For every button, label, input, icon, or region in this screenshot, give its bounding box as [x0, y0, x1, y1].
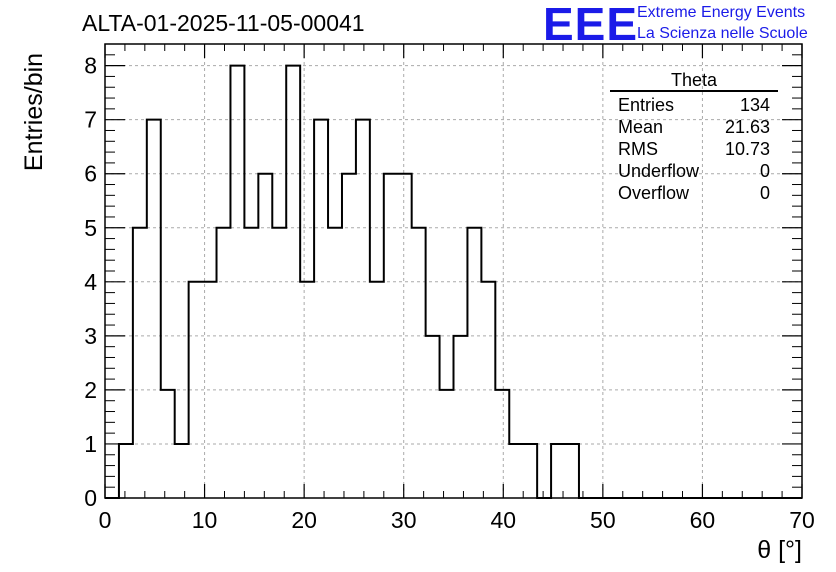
stat-row-overflow: Overflow 0	[610, 182, 778, 204]
x-tick-label: 0	[99, 507, 112, 533]
x-tick-label: 60	[690, 507, 716, 533]
stats-box: Theta Entries 134 Mean 21.63 RMS 10.73 U…	[610, 70, 778, 204]
y-tick-label: 2	[84, 377, 97, 403]
eee-logo: EEE	[543, 0, 639, 50]
y-tick-label: 6	[84, 161, 97, 187]
x-tick-label: 70	[789, 507, 815, 533]
stat-value: 10.73	[724, 139, 770, 159]
y-tick-label: 8	[84, 53, 97, 79]
stat-row-mean: Mean 21.63	[610, 116, 778, 138]
x-tick-label: 20	[291, 507, 317, 533]
stat-row-underflow: Underflow 0	[610, 160, 778, 182]
y-tick-label: 7	[84, 107, 97, 133]
stat-row-entries: Entries 134	[610, 94, 778, 116]
chart-title: ALTA-01-2025-11-05-00041	[82, 10, 365, 36]
tick-labels: 0 10 20 30 40 50 60 70 0 1 2 3 4 5 6 7 8	[84, 53, 815, 533]
stat-label: RMS	[618, 139, 658, 159]
stat-value: 21.63	[724, 117, 770, 137]
y-tick-label: 3	[84, 323, 97, 349]
logo-subtitle-1: Extreme Energy Events	[637, 4, 806, 21]
y-tick-label: 4	[84, 269, 97, 295]
y-tick-label: 0	[84, 485, 97, 511]
stat-value: 0	[759, 183, 770, 203]
stat-label: Entries	[618, 95, 675, 115]
stat-row-rms: RMS 10.73	[610, 138, 778, 160]
x-tick-label: 50	[590, 507, 616, 533]
y-tick-label: 5	[84, 215, 97, 241]
stat-label: Underflow	[618, 161, 700, 181]
x-tick-label: 40	[490, 507, 516, 533]
x-tick-label: 10	[192, 507, 218, 533]
stat-label: Overflow	[618, 183, 690, 203]
x-tick-label: 30	[391, 507, 417, 533]
stat-value: 0	[759, 161, 770, 181]
stat-value: 134	[739, 95, 770, 115]
x-axis-label: θ [°]	[757, 536, 802, 564]
stats-title: Theta	[610, 70, 778, 92]
logo-subtitle-2: La Scienza nelle Scuole	[637, 25, 808, 42]
plot-frame	[104, 43, 803, 499]
y-axis-label: Entries/bin	[20, 52, 48, 172]
stat-label: Mean	[618, 117, 664, 137]
y-tick-label: 1	[84, 431, 97, 457]
